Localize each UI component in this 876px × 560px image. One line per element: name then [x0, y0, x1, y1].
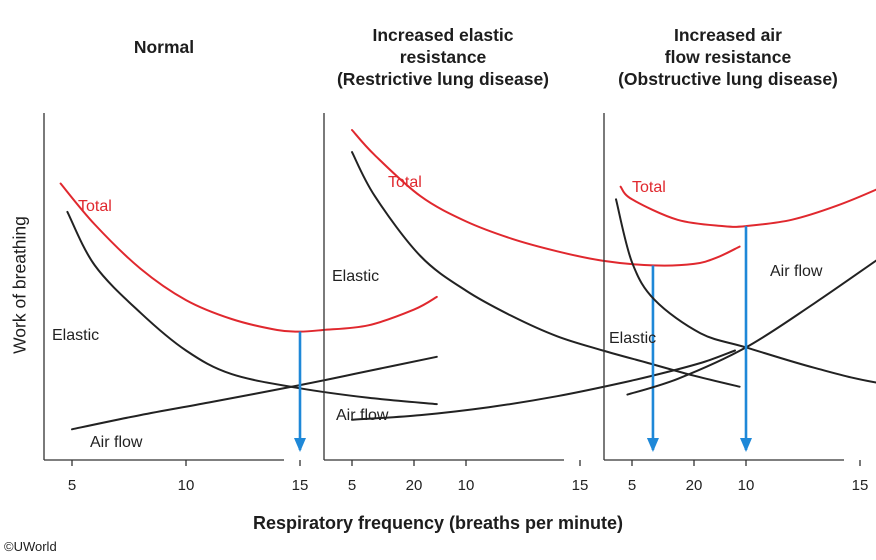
- elastic-label: Elastic: [609, 330, 656, 347]
- total-label: Total: [78, 198, 112, 215]
- x-tick-label: 20: [406, 477, 423, 494]
- y-axis-label: Work of breathing: [9, 216, 30, 354]
- panel-title-restrictive: Increased elastic resistance (Restrictiv…: [300, 24, 586, 90]
- copyright-notice: ©UWorld: [4, 539, 57, 554]
- panel-title-line: (Obstructive lung disease): [618, 69, 838, 89]
- chart-panel-1: 5 10 15 20 Total Elastic Air flow: [43, 113, 438, 494]
- x-axis-label: Respiratory frequency (breaths per minut…: [252, 513, 624, 533]
- elastic-curve: [66, 210, 438, 406]
- air-flow-curve: [351, 349, 736, 421]
- x-tick-label: 15: [292, 477, 309, 494]
- elastic-curve: [351, 151, 741, 388]
- total-label: Total: [388, 174, 422, 191]
- x-tick-label: 15: [852, 477, 869, 494]
- x-tick-label: 15: [572, 477, 589, 494]
- panel-title-line: flow resistance: [664, 47, 792, 67]
- panel-title-normal: Normal: [64, 36, 264, 58]
- total-curve: [619, 185, 876, 228]
- x-tick-label: 10: [178, 477, 195, 494]
- air-flow-curve: [626, 259, 876, 396]
- x-tick-label: 5: [348, 477, 356, 494]
- panel-title-line: resistance: [399, 47, 487, 67]
- total-curve: [59, 182, 438, 333]
- total-label: Total: [632, 179, 666, 196]
- panel-title-line: (Restrictive lung disease): [336, 69, 550, 89]
- panel-title-line: Increased air: [674, 25, 782, 45]
- chart-panel-3: 5 10 15 20 Total Elastic Air flow: [603, 113, 876, 494]
- air-flow-label: Air flow: [90, 434, 143, 451]
- air-flow-label: Air flow: [770, 263, 823, 280]
- x-tick-label: 5: [628, 477, 636, 494]
- chart-panel-2: 5 10 15 20 Total Elastic Air flow: [323, 113, 741, 494]
- air-flow-label: Air flow: [336, 407, 389, 424]
- x-tick-label: 10: [738, 477, 755, 494]
- x-tick-label: 20: [686, 477, 703, 494]
- panel-title-line: Normal: [133, 37, 195, 57]
- elastic-curve: [615, 198, 876, 384]
- x-tick-label: 5: [68, 477, 76, 494]
- panel-title-obstructive: Increased air flow resistance (Obstructi…: [588, 24, 868, 90]
- air-flow-curve: [71, 355, 438, 431]
- elastic-label: Elastic: [332, 268, 379, 285]
- total-curve: [351, 129, 741, 267]
- x-tick-label: 10: [458, 477, 475, 494]
- elastic-label: Elastic: [52, 327, 99, 344]
- panel-title-line: Increased elastic: [372, 25, 514, 45]
